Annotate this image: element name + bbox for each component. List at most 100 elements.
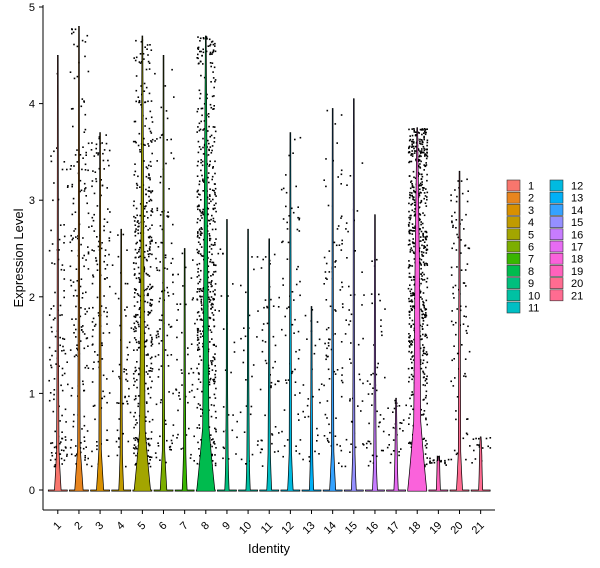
jitter-point — [280, 188, 283, 191]
jitter-point — [202, 190, 204, 192]
jitter-point — [58, 249, 60, 251]
jitter-point — [210, 81, 212, 83]
jitter-point — [86, 430, 89, 432]
jitter-point — [167, 365, 170, 367]
jitter-point — [412, 227, 415, 229]
jitter-point — [466, 418, 468, 420]
jitter-point — [133, 215, 135, 218]
jitter-point — [410, 229, 412, 232]
jitter-point — [425, 334, 428, 337]
jitter-point — [134, 366, 137, 369]
jitter-point — [421, 244, 423, 247]
jitter-point — [157, 330, 159, 333]
jitter-point — [209, 261, 211, 263]
jitter-point — [172, 281, 174, 284]
jitter-point — [201, 390, 203, 393]
jitter-point — [288, 154, 290, 157]
jitter-point — [418, 247, 421, 249]
jitter-point — [410, 160, 413, 163]
jitter-point — [378, 293, 380, 296]
jitter-point — [412, 238, 414, 240]
jitter-point — [94, 323, 97, 326]
jitter-point — [281, 241, 283, 244]
jitter-point — [214, 172, 216, 175]
jitter-point — [84, 455, 86, 457]
jitter-point — [80, 243, 82, 246]
jitter-point — [421, 148, 423, 150]
points-14 — [323, 109, 344, 468]
jitter-point — [159, 181, 162, 184]
jitter-point — [177, 409, 179, 412]
jitter-point — [327, 368, 330, 371]
jitter-point — [422, 370, 424, 373]
jitter-point — [423, 197, 425, 200]
jitter-point — [323, 384, 325, 387]
jitter-point — [160, 241, 162, 244]
jitter-point — [94, 418, 96, 421]
jitter-point — [365, 442, 368, 445]
jitter-point — [146, 365, 148, 367]
jitter-point — [214, 380, 216, 383]
jitter-point — [197, 53, 199, 56]
jitter-point — [82, 146, 84, 148]
jitter-point — [299, 136, 302, 139]
jitter-point — [294, 381, 297, 383]
jitter-point — [73, 332, 75, 334]
jitter-point — [420, 367, 423, 370]
violin-12 — [280, 132, 301, 492]
jitter-point — [155, 336, 158, 339]
jitter-point — [382, 418, 385, 420]
jitter-point — [150, 132, 153, 134]
jitter-point — [415, 158, 417, 161]
jitter-point — [136, 301, 139, 303]
jitter-point — [151, 285, 154, 288]
jitter-point — [210, 134, 213, 137]
jitter-point — [285, 382, 288, 384]
jitter-point — [64, 439, 67, 441]
jitter-point — [419, 292, 421, 294]
jitter-point — [91, 216, 94, 219]
jitter-point — [408, 139, 411, 142]
jitter-point — [69, 349, 72, 351]
jitter-point — [143, 58, 145, 60]
jitter-point — [386, 446, 389, 449]
jitter-point — [140, 104, 142, 106]
jitter-point — [207, 265, 210, 267]
jitter-point — [48, 379, 50, 382]
jitter-point — [124, 395, 126, 398]
jitter-point — [92, 219, 95, 222]
jitter-point — [222, 406, 225, 408]
jitter-point — [196, 164, 199, 167]
jitter-point — [140, 41, 143, 43]
jitter-point — [147, 373, 149, 375]
jitter-point — [452, 292, 454, 295]
jitter-point — [52, 305, 55, 307]
jitter-point — [69, 168, 72, 170]
jitter-point — [208, 296, 210, 299]
jitter-point — [425, 313, 427, 316]
jitter-point — [149, 302, 151, 305]
jitter-point — [214, 264, 217, 266]
legend-key-16 — [549, 228, 564, 241]
jitter-point — [201, 160, 204, 163]
legend-label-6: 6 — [528, 242, 534, 254]
jitter-point — [83, 254, 85, 257]
jitter-point — [96, 441, 98, 443]
jitter-point — [297, 265, 299, 268]
jitter-point — [188, 391, 191, 393]
jitter-point — [292, 211, 295, 214]
jitter-point — [419, 363, 422, 365]
jitter-point — [208, 235, 211, 237]
jitter-point — [207, 213, 209, 216]
jitter-point — [287, 306, 290, 308]
jitter-point — [274, 360, 276, 363]
jitter-point — [135, 277, 138, 280]
jitter-point — [214, 427, 216, 430]
jitter-point — [51, 442, 54, 444]
jitter-point — [196, 190, 199, 193]
jitter-point — [410, 292, 412, 295]
jitter-point — [274, 426, 277, 428]
jitter-point — [73, 43, 75, 46]
jitter-point — [235, 453, 237, 455]
jitter-point — [85, 151, 87, 154]
